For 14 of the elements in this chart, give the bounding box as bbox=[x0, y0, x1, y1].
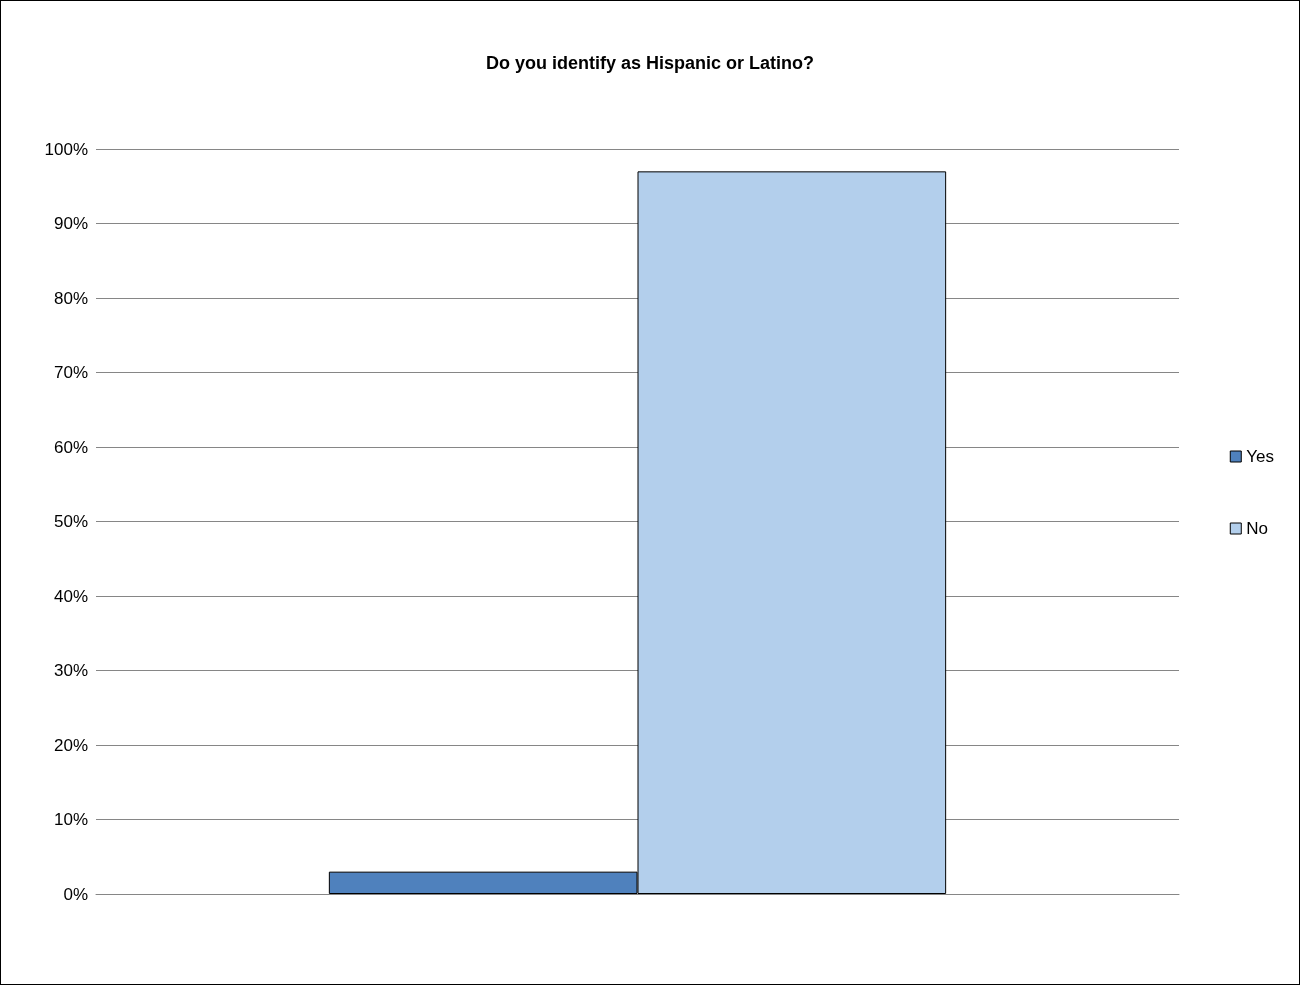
y-tick-label: 30% bbox=[53, 661, 88, 680]
y-tick-label: 20% bbox=[53, 735, 88, 755]
y-tick-label: 0% bbox=[63, 884, 88, 904]
y-tick-label: 90% bbox=[53, 214, 88, 233]
chart-title: Do you identify as Hispanic or Latino? bbox=[485, 53, 815, 73]
y-tick-label: 50% bbox=[53, 512, 88, 531]
y-tick-label: 100% bbox=[44, 139, 88, 159]
y-tick-label: 60% bbox=[53, 437, 88, 457]
y-tick-label: 40% bbox=[53, 586, 88, 606]
y-tick-label: 10% bbox=[53, 810, 88, 829]
legend-label: No bbox=[1246, 519, 1268, 538]
legend-label: Yes bbox=[1246, 447, 1274, 466]
y-tick-label: 70% bbox=[53, 363, 88, 382]
y-tick-label: 80% bbox=[53, 288, 88, 308]
